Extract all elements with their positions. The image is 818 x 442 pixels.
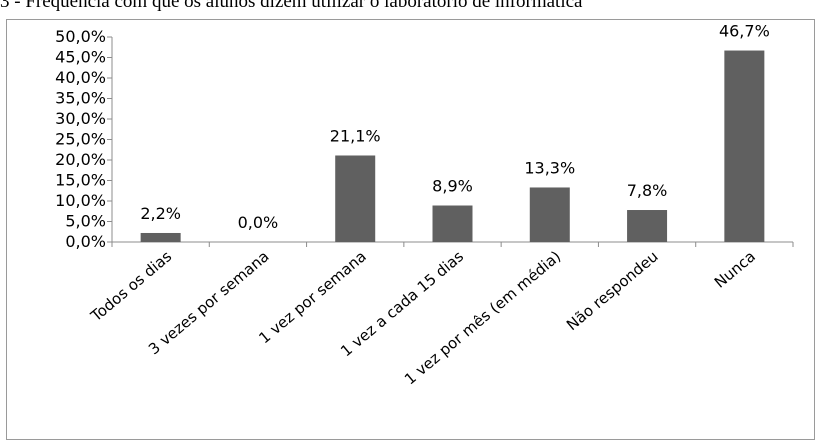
category-label: Nunca xyxy=(711,247,759,291)
data-label: 21,1% xyxy=(330,126,381,145)
y-tick-label: 15,0% xyxy=(55,171,106,190)
data-label: 46,7% xyxy=(719,22,770,41)
bar xyxy=(724,50,765,242)
bar xyxy=(529,187,570,242)
y-tick-label: 10,0% xyxy=(55,191,106,210)
category-label: Todos os dias xyxy=(87,247,176,326)
bar xyxy=(140,232,181,242)
data-label: 2,2% xyxy=(140,204,181,223)
data-label: 13,3% xyxy=(524,158,575,177)
y-tick-label: 25,0% xyxy=(55,130,106,149)
chart-frame xyxy=(6,19,815,440)
category-label: Não respondeu xyxy=(563,247,662,334)
y-tick-label: 5,0% xyxy=(65,212,106,231)
y-tick-label: 45,0% xyxy=(55,48,106,67)
y-tick-label: 30,0% xyxy=(55,109,106,128)
category-label: 1 vez por mês (em média) xyxy=(401,247,564,388)
y-tick-label: 35,0% xyxy=(55,89,106,108)
bar xyxy=(432,205,473,242)
y-tick-label: 0,0% xyxy=(65,232,106,251)
bar xyxy=(627,210,668,242)
y-tick-label: 50,0% xyxy=(55,27,106,46)
page-title: 3 - Frequência com que os alunos dizem u… xyxy=(0,0,583,12)
y-tick-label: 40,0% xyxy=(55,68,106,87)
data-label: 7,8% xyxy=(627,181,668,200)
data-label: 8,9% xyxy=(432,177,473,196)
data-label: 0,0% xyxy=(238,213,279,232)
bar xyxy=(335,155,376,242)
y-tick-label: 20,0% xyxy=(55,150,106,169)
